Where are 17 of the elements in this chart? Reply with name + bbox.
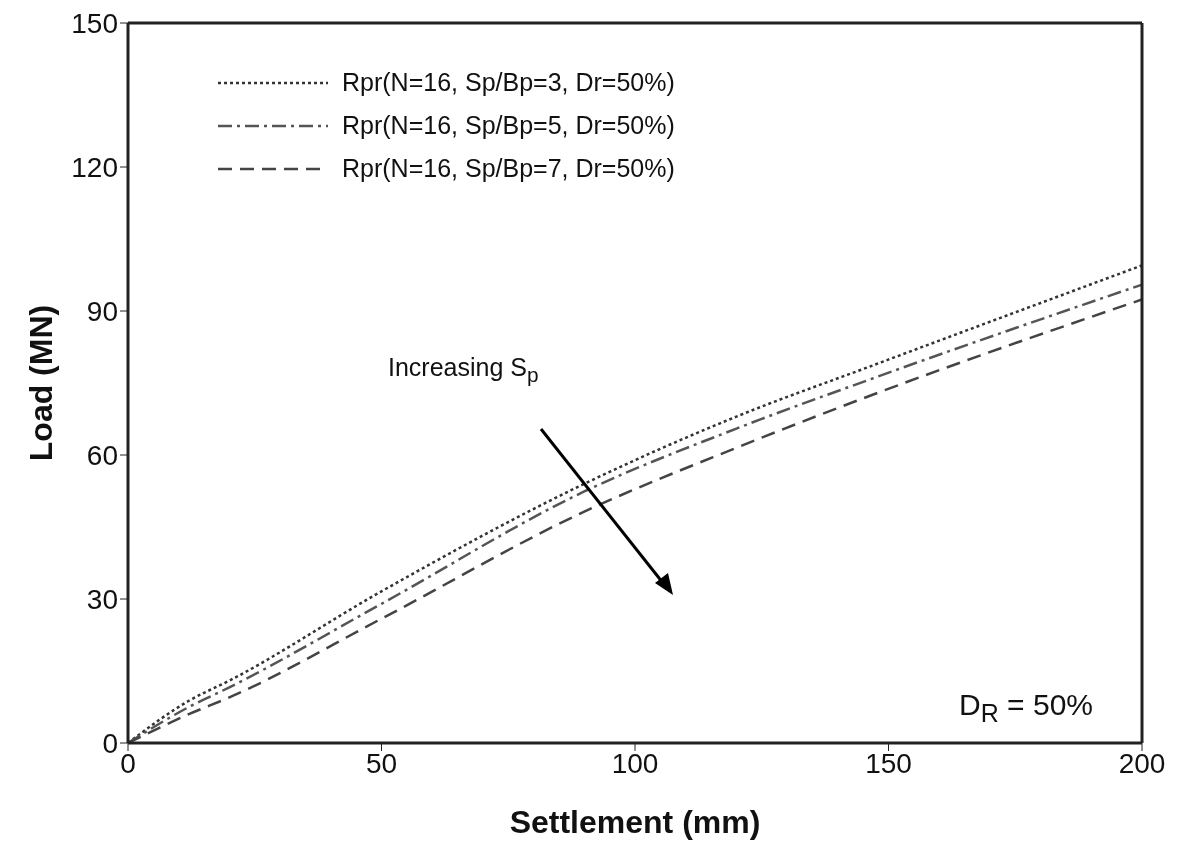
y-tick-label: 90 <box>86 295 118 327</box>
legend-label: Rpr(N=16, Sp/Bp=3, Dr=50%) <box>342 68 675 97</box>
y-tick-label: 30 <box>86 583 118 615</box>
annotation: Increasing S$_{p}$ <box>388 353 539 387</box>
legend-label: Rpr(N=16, Sp/Bp=7, Dr=50%) <box>342 154 675 183</box>
y-tick-label: 0 <box>102 727 118 759</box>
annotation: D$_{R}$ = 50% <box>959 688 1093 728</box>
x-tick-label: 200 <box>1118 747 1166 779</box>
x-tick-label: 100 <box>611 747 659 779</box>
y-tick-label: 60 <box>86 439 118 471</box>
x-axis-title: Settlement (mm) <box>509 804 761 840</box>
y-tick-label: 150 <box>71 7 118 39</box>
y-tick-label: 120 <box>71 151 118 183</box>
y-axis-title: Load (MN) <box>23 304 60 462</box>
x-tick-label: 150 <box>865 747 912 779</box>
legend-label: Rpr(N=16, Sp/Bp=5, Dr=50%) <box>342 111 675 140</box>
x-tick-label: 50 <box>365 747 398 779</box>
